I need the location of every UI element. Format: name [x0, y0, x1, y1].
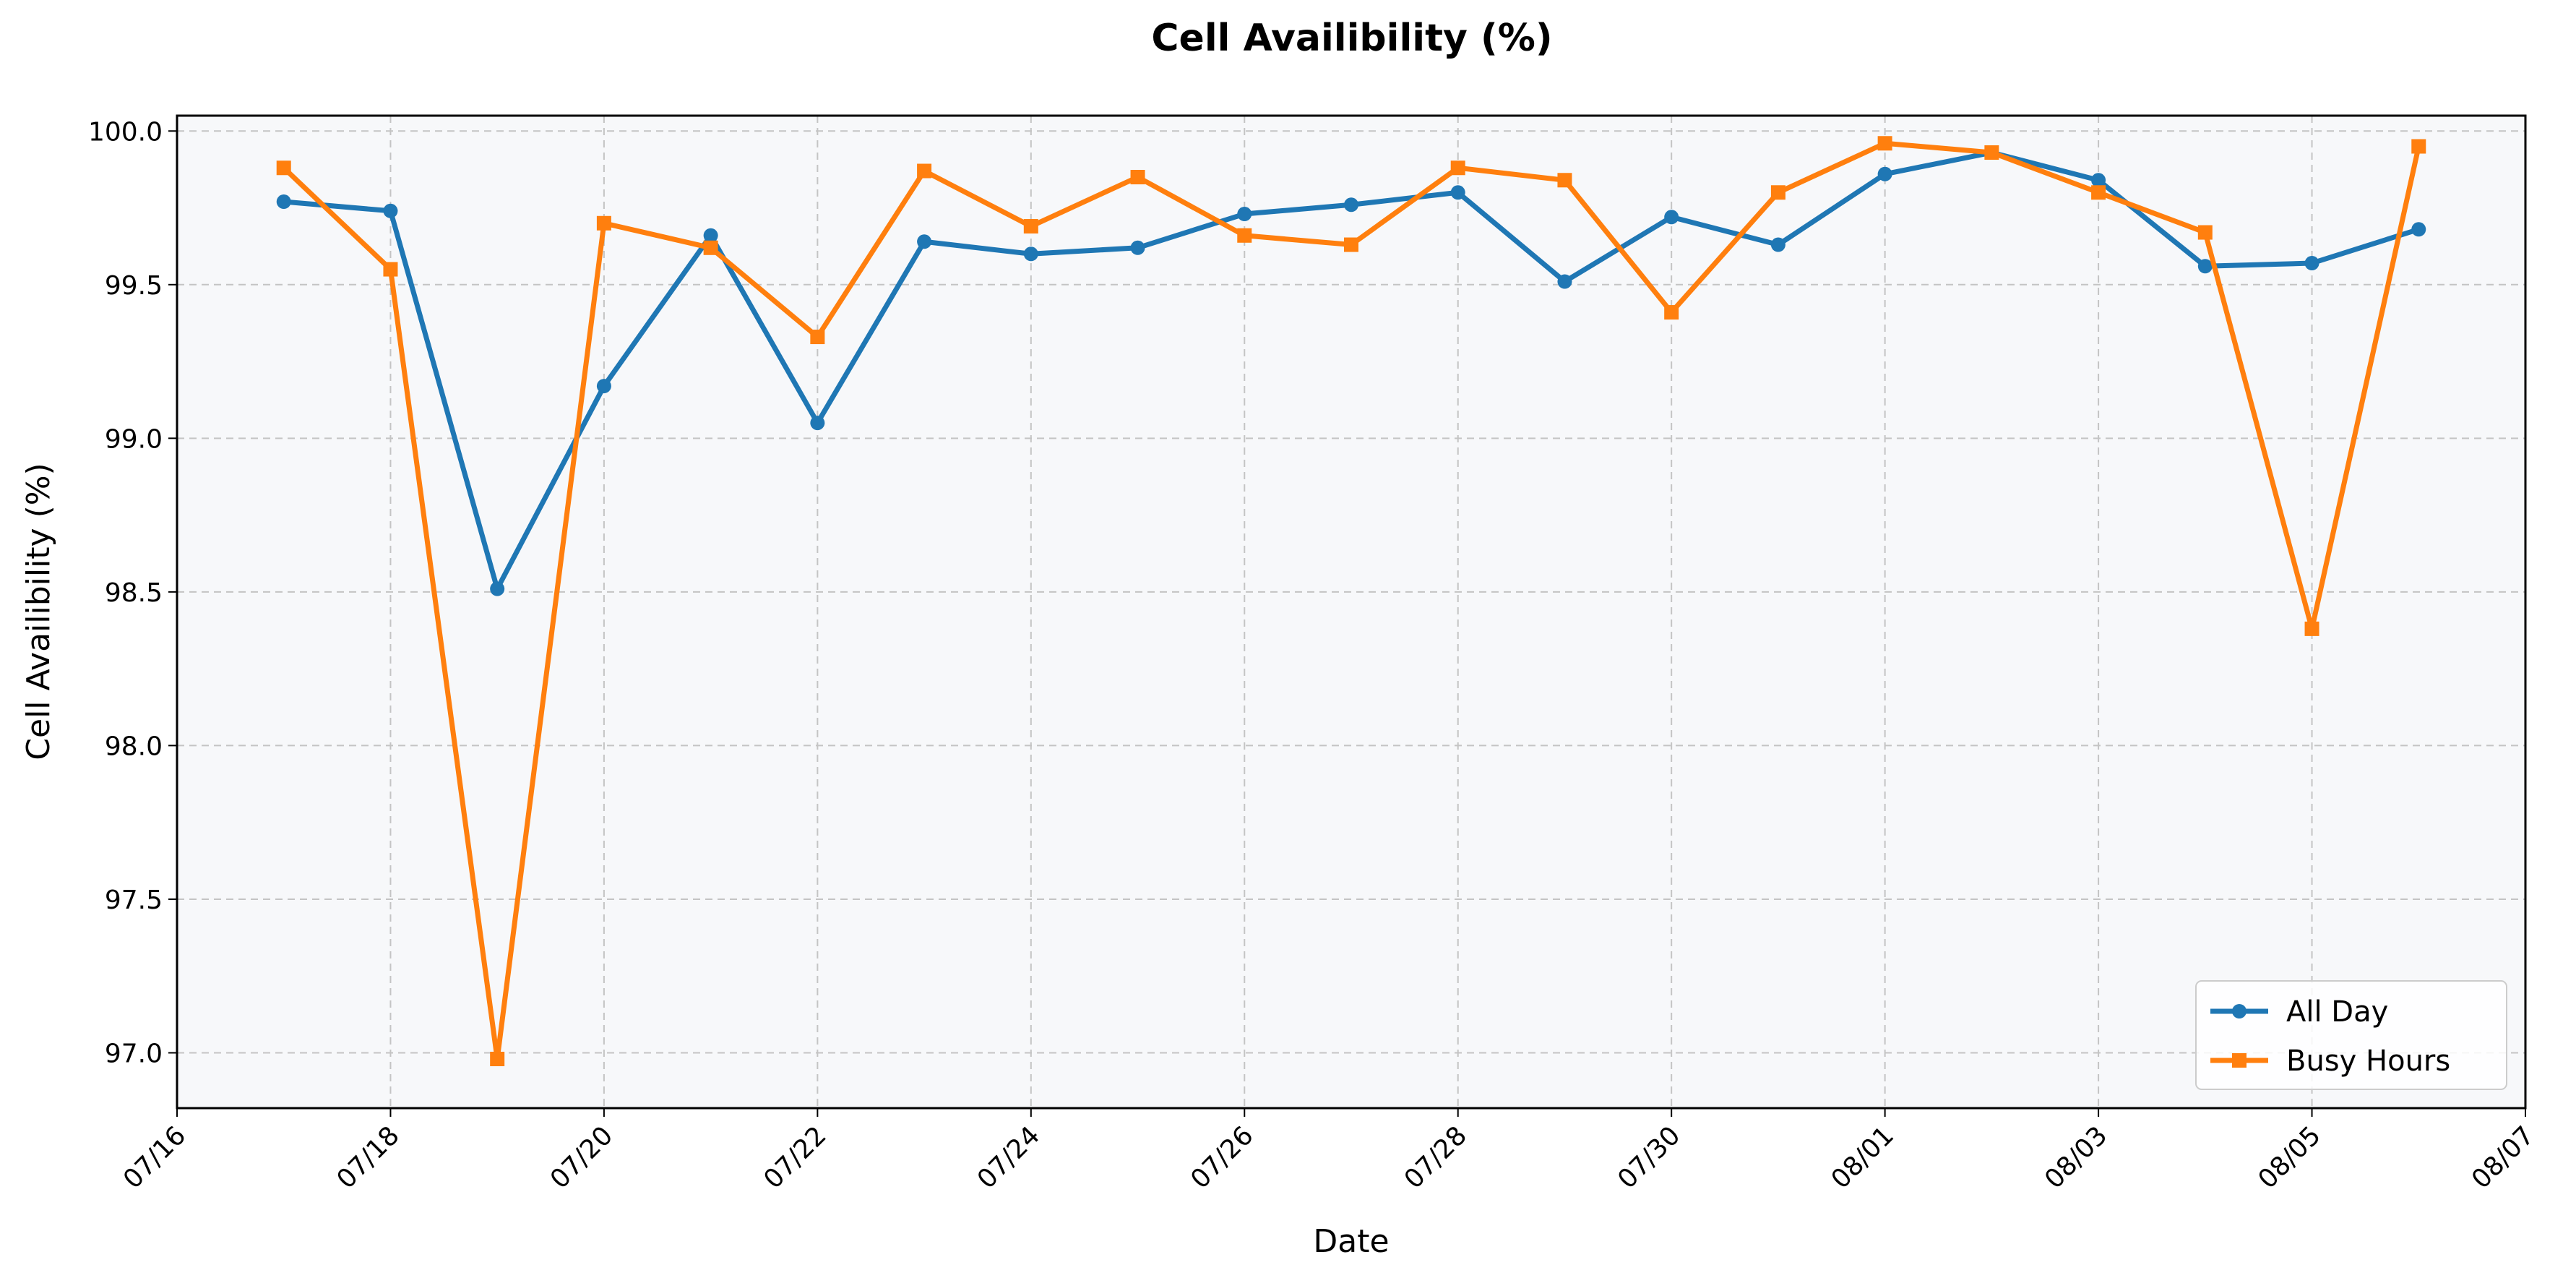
data-point — [1557, 274, 1572, 289]
chart-title: Cell Availibility (%) — [1151, 17, 1552, 60]
data-point — [276, 160, 291, 176]
data-point — [596, 379, 611, 394]
y-tick-label: 99.0 — [105, 424, 163, 454]
data-point — [383, 203, 398, 218]
data-point — [2197, 225, 2213, 240]
y-tick-label: 100.0 — [88, 117, 163, 147]
data-point — [1130, 240, 1145, 255]
data-point — [1557, 173, 1572, 188]
data-point — [2411, 222, 2426, 237]
x-tick-label: 08/03 — [2039, 1120, 2113, 1194]
data-point — [2304, 256, 2319, 271]
data-point — [1984, 145, 1999, 160]
legend-label: Busy Hours — [2286, 1045, 2450, 1078]
x-axis-ticks: 07/16 07/18 07/20 07/22 07/24 07/26 07/28 07/30… — [118, 1108, 2540, 1195]
data-point — [490, 581, 505, 596]
data-point — [810, 416, 825, 431]
y-axis-label: Cell Availibility (%) — [20, 463, 57, 760]
data-point — [917, 163, 932, 179]
plot-frame — [176, 114, 2527, 1110]
y-tick-label: 98.5 — [105, 578, 163, 608]
data-point — [1770, 237, 1785, 252]
y-tick-label: 99.5 — [105, 271, 163, 301]
x-tick-label: 08/05 — [2253, 1120, 2327, 1194]
data-point — [703, 228, 718, 243]
legend-entry: All Day — [2210, 995, 2388, 1029]
y-tick-label: 98.0 — [105, 732, 163, 761]
x-tick-label: 08/07 — [2466, 1120, 2540, 1194]
legend-label: All Day — [2286, 995, 2388, 1029]
x-tick-label: 07/26 — [1185, 1120, 1259, 1194]
data-point — [1023, 246, 1038, 262]
data-point — [2411, 139, 2426, 154]
data-point — [703, 240, 718, 255]
y-tick-label: 97.5 — [105, 885, 163, 915]
y-axis-ticks: 97.0 97.5 98.0 98.5 99.0 99.5 100.0 — [88, 117, 177, 1068]
data-point — [490, 1051, 505, 1066]
series-all-day — [276, 145, 2426, 596]
data-point — [1130, 170, 1145, 185]
data-point — [1664, 210, 1679, 225]
data-point — [276, 194, 291, 210]
data-point — [1237, 207, 1252, 222]
data-point — [1664, 305, 1679, 320]
data-point — [917, 234, 932, 249]
data-point — [383, 262, 398, 277]
plot-area — [177, 116, 2525, 1108]
data-point — [1770, 185, 1785, 200]
legend-box — [2195, 980, 2507, 1090]
series-busy-hours — [276, 136, 2426, 1066]
x-tick-label: 07/18 — [331, 1120, 405, 1194]
legend-entry: Busy Hours — [2210, 1045, 2450, 1078]
series-layer — [276, 136, 2426, 1066]
data-point — [2091, 185, 2106, 200]
data-point — [1237, 228, 1252, 243]
x-tick-label: 07/28 — [1399, 1120, 1473, 1194]
legend-marker — [2232, 1004, 2247, 1018]
x-tick-label: 07/22 — [758, 1120, 832, 1194]
x-tick-label: 07/24 — [972, 1120, 1046, 1194]
data-point — [2197, 259, 2213, 274]
data-point — [596, 215, 611, 231]
x-tick-label: 07/20 — [545, 1120, 619, 1194]
legend-marker — [2232, 1053, 2247, 1068]
data-point — [810, 330, 825, 345]
data-point — [1344, 237, 1358, 252]
data-point — [2091, 173, 2106, 188]
data-point — [1877, 136, 1892, 151]
y-tick-label: 97.0 — [105, 1039, 163, 1068]
data-point — [2304, 621, 2319, 636]
x-tick-label: 08/01 — [1826, 1120, 1900, 1194]
legend: All Day Busy Hours — [2195, 980, 2507, 1090]
data-point — [1450, 185, 1465, 200]
x-tick-label: 07/30 — [1612, 1120, 1686, 1194]
x-axis-label: Date — [1313, 1223, 1389, 1260]
data-point — [1023, 219, 1038, 234]
x-tick-label: 07/16 — [118, 1120, 191, 1194]
data-point — [1344, 197, 1358, 213]
data-point — [1450, 160, 1465, 176]
data-point — [1877, 166, 1892, 181]
